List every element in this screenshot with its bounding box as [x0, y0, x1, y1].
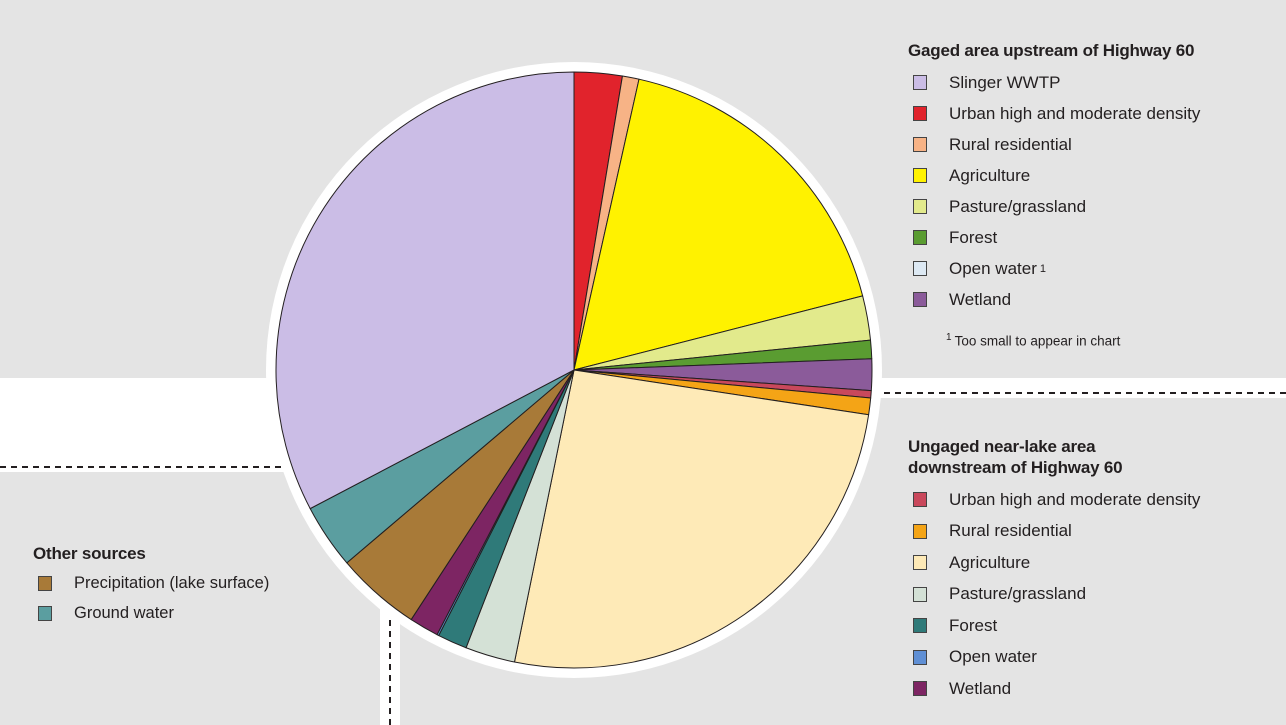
legend-gaged-title: Gaged area upstream of Highway 60 [908, 41, 1195, 60]
legend-ungaged-title-line2: downstream of Highway 60 [908, 458, 1123, 477]
legend-label: Rural residential [949, 134, 1072, 154]
legend-label: Forest [949, 615, 998, 635]
legend-swatch [38, 575, 52, 591]
legend-ungaged-item: Open water [913, 642, 1200, 674]
legend-swatch [913, 168, 927, 183]
legend-swatch [913, 555, 927, 571]
legend-label: Open water [949, 258, 1037, 278]
legend-label: Urban high and moderate density [949, 103, 1201, 123]
legend-ungaged: Ungaged near-lake area downstream of Hig… [908, 436, 1200, 705]
legend-ungaged-title-line1: Ungaged near-lake area [908, 437, 1096, 456]
legend-label: Agriculture [949, 552, 1031, 572]
legend-ungaged-item: Forest [913, 610, 1200, 642]
legend-gaged-item: Open water 1 [913, 253, 1200, 284]
legend-ungaged-item: Pasture/grassland [913, 579, 1200, 611]
divider-lines [0, 392, 1286, 725]
legend-gaged-item: Pasture/grassland [913, 191, 1200, 222]
footnote-number: 1 [946, 332, 952, 343]
legend-swatch [913, 75, 927, 90]
legend-gaged: Gaged area upstream of Highway 60 Slinge… [908, 40, 1200, 315]
legend-swatch [913, 492, 927, 508]
legend-label: Precipitation (lake surface) [74, 573, 270, 592]
legend-ungaged-item: Agriculture [913, 547, 1200, 579]
legend-other-title: Other sources [33, 544, 146, 563]
legend-ungaged-title: Ungaged near-lake area downstream of Hig… [908, 436, 1200, 478]
legend-gaged-item: Urban high and moderate density [913, 98, 1200, 129]
pie-slice-gaged-agriculture [573, 78, 864, 371]
legend-swatch [913, 618, 927, 634]
legend-label: Urban high and moderate density [949, 489, 1201, 509]
footnote-mark: 1 [1039, 262, 1047, 275]
legend-label: Open water [949, 647, 1037, 667]
legend-swatch [913, 199, 927, 214]
legend-ungaged-item: Wetland [913, 673, 1200, 705]
footnote-text: Too small to appear in chart [954, 333, 1121, 349]
legend-label: Wetland [949, 289, 1012, 309]
footnote: 1 Too small to appear in chart [946, 332, 1120, 349]
legend-label: Slinger WWTP [949, 72, 1061, 92]
legend-gaged-item: Rural residential [913, 129, 1200, 160]
legend-gaged-items: Slinger WWTP Urban high and moderate dens… [908, 67, 1200, 315]
legend-ungaged-item: Rural residential [913, 516, 1200, 548]
pie-slices [275, 71, 873, 669]
legend-swatch [38, 605, 52, 621]
legend-label: Ground water [74, 603, 174, 622]
legend-label: Wetland [949, 678, 1012, 698]
legend-label: Agriculture [949, 165, 1031, 185]
legend-swatch [913, 586, 927, 602]
legend-swatch [913, 106, 927, 121]
legend-gaged-item: Wetland [913, 284, 1200, 315]
legend-swatch [913, 292, 927, 307]
legend-swatch [913, 649, 927, 665]
legend-ungaged-item: Urban high and moderate density [913, 484, 1200, 516]
legend-label: Pasture/grassland [949, 196, 1087, 216]
legend-swatch [913, 681, 927, 697]
legend-other: Other sources Precipitation (lake surfac… [33, 543, 269, 628]
legend-gaged-item: Agriculture [913, 160, 1200, 191]
legend-ungaged-items: Urban high and moderate density Rural res… [908, 484, 1200, 705]
legend-swatch [913, 261, 927, 276]
legend-swatch [913, 523, 927, 539]
legend-label: Rural residential [949, 521, 1072, 541]
legend-swatch [913, 230, 927, 245]
legend-swatch [913, 137, 927, 152]
legend-other-items: Precipitation (lake surface) Ground water [33, 568, 269, 628]
pie-slice-gaged-slinger-wwtp [275, 71, 575, 510]
legend-other-item: Precipitation (lake surface) [38, 568, 269, 598]
legend-other-item: Ground water [38, 598, 269, 628]
pie-slice-ungaged-agriculture [513, 369, 870, 669]
legend-label: Pasture/grassland [949, 584, 1087, 604]
legend-gaged-item: Forest [913, 222, 1200, 253]
legend-gaged-item: Slinger WWTP [913, 67, 1200, 98]
legend-label: Forest [949, 227, 998, 247]
